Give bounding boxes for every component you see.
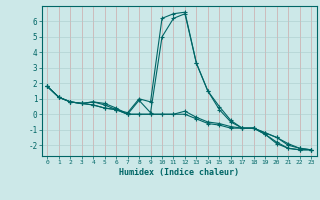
- X-axis label: Humidex (Indice chaleur): Humidex (Indice chaleur): [119, 168, 239, 177]
